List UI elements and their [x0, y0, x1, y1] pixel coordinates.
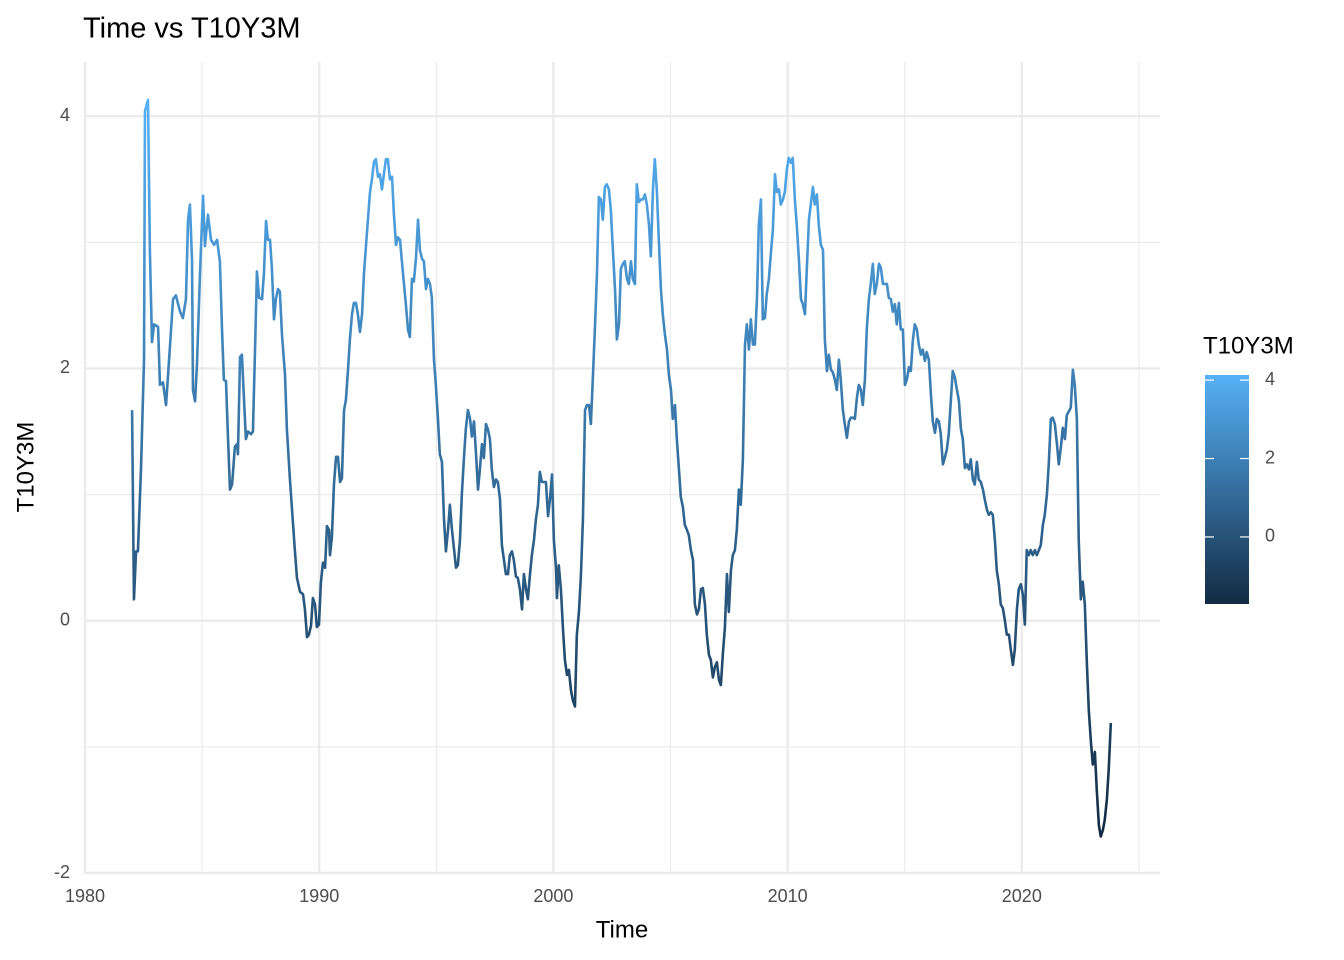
- data-line: [130, 98, 1113, 838]
- grid: [83, 62, 1160, 875]
- y-tick-label: 2: [60, 357, 70, 377]
- x-tick-label: 1980: [65, 886, 105, 906]
- chart-title: Time vs T10Y3M: [83, 13, 301, 45]
- y-axis-title: T10Y3M: [12, 422, 39, 513]
- y-tick-label: -2: [54, 862, 70, 882]
- colorbar-label: 4: [1265, 369, 1275, 389]
- x-tick-label: 2000: [533, 886, 573, 906]
- colorbar-label: 2: [1265, 447, 1275, 467]
- y-tick-label: 0: [60, 609, 70, 629]
- x-axis-title: Time: [596, 916, 648, 943]
- plot-area: [130, 98, 1113, 838]
- colorbar: [1205, 375, 1249, 604]
- y-tick-label: 4: [60, 105, 70, 125]
- x-tick-label: 2010: [768, 886, 808, 906]
- x-tick-label: 2020: [1002, 886, 1042, 906]
- x-tick-label: 1990: [299, 886, 339, 906]
- legend-title: T10Y3M: [1203, 332, 1294, 359]
- colorbar-label: 0: [1265, 526, 1275, 546]
- legend: 0 2 4: [1205, 369, 1275, 604]
